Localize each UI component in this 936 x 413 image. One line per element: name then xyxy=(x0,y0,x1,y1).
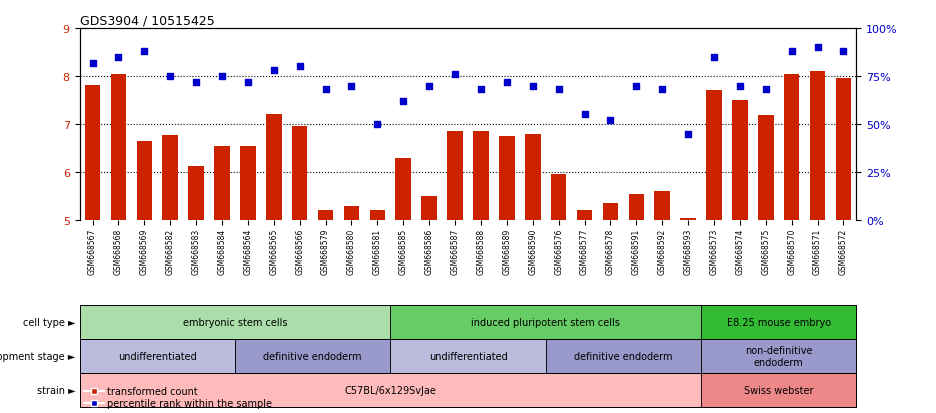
Bar xyxy=(235,339,390,373)
Bar xyxy=(396,158,411,221)
Point xyxy=(629,83,644,90)
Text: C57BL/6x129SvJae: C57BL/6x129SvJae xyxy=(344,385,436,395)
Point xyxy=(344,83,359,90)
Legend: transformed count, percentile rank within the sample: transformed count, percentile rank withi… xyxy=(84,386,271,408)
Bar xyxy=(836,79,851,221)
Bar xyxy=(266,115,282,221)
Bar xyxy=(680,218,695,221)
Point xyxy=(370,121,385,128)
Point xyxy=(447,71,462,78)
Bar xyxy=(188,167,204,221)
Point xyxy=(784,49,799,55)
Point xyxy=(189,79,204,86)
Point xyxy=(655,87,670,93)
Text: development stage ►: development stage ► xyxy=(0,351,76,361)
Point xyxy=(474,87,489,93)
Point xyxy=(680,131,695,138)
Text: induced pluripotent stem cells: induced pluripotent stem cells xyxy=(471,317,621,327)
Point xyxy=(85,60,100,67)
Bar xyxy=(707,91,722,221)
Bar xyxy=(758,116,773,221)
Bar xyxy=(85,85,100,221)
Bar xyxy=(603,204,618,221)
Bar xyxy=(318,211,333,221)
Point xyxy=(836,49,851,55)
Text: non-definitive
endoderm: non-definitive endoderm xyxy=(745,345,812,367)
Bar xyxy=(654,192,670,221)
Bar xyxy=(629,194,644,221)
Bar xyxy=(525,134,540,221)
Bar xyxy=(137,142,152,221)
Bar xyxy=(551,175,566,221)
Text: embryonic stem cells: embryonic stem cells xyxy=(183,317,287,327)
Text: E8.25 mouse embryo: E8.25 mouse embryo xyxy=(726,317,831,327)
Point xyxy=(733,83,748,90)
Bar xyxy=(447,132,462,221)
Text: definitive endoderm: definitive endoderm xyxy=(574,351,673,361)
Bar xyxy=(784,74,799,221)
Bar xyxy=(241,146,256,221)
Point xyxy=(292,64,307,71)
Point xyxy=(500,79,515,86)
Bar xyxy=(421,197,437,221)
Bar xyxy=(80,373,701,407)
Bar xyxy=(370,211,385,221)
Bar xyxy=(292,127,307,221)
Text: Swiss webster: Swiss webster xyxy=(744,385,813,395)
Bar xyxy=(701,339,856,373)
Text: cell type ►: cell type ► xyxy=(23,317,76,327)
Point xyxy=(137,49,152,55)
Point xyxy=(551,87,566,93)
Bar xyxy=(390,305,701,339)
Bar xyxy=(701,373,856,407)
Point xyxy=(603,118,618,124)
Bar xyxy=(577,211,592,221)
Bar xyxy=(499,137,515,221)
Point xyxy=(811,45,826,51)
Point xyxy=(214,74,229,80)
Point xyxy=(318,87,333,93)
Point xyxy=(111,55,126,61)
Point xyxy=(241,79,256,86)
Bar xyxy=(810,72,826,221)
Bar xyxy=(163,135,178,221)
Bar xyxy=(390,339,546,373)
Point xyxy=(267,68,282,74)
Text: undifferentiated: undifferentiated xyxy=(118,351,197,361)
Bar xyxy=(80,339,235,373)
Text: GDS3904 / 10515425: GDS3904 / 10515425 xyxy=(80,15,214,28)
Text: strain ►: strain ► xyxy=(37,385,76,395)
Point xyxy=(758,87,773,93)
Text: definitive endoderm: definitive endoderm xyxy=(263,351,362,361)
Bar xyxy=(214,146,229,221)
Point xyxy=(422,83,437,90)
Bar xyxy=(110,74,126,221)
Bar xyxy=(546,339,701,373)
Point xyxy=(396,98,411,105)
Bar xyxy=(732,101,748,221)
Bar xyxy=(701,305,856,339)
Bar xyxy=(80,305,390,339)
Point xyxy=(577,112,592,119)
Point xyxy=(525,83,540,90)
Bar xyxy=(344,206,359,221)
Bar xyxy=(474,132,489,221)
Point xyxy=(163,74,178,80)
Point xyxy=(707,55,722,61)
Text: undifferentiated: undifferentiated xyxy=(429,351,507,361)
